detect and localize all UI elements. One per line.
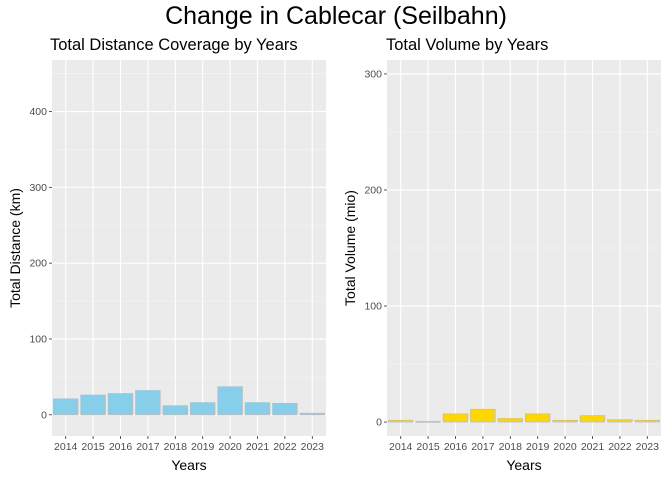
y-tick-label: 300 <box>29 182 47 194</box>
y-axis-label: Total Volume (mio) <box>342 190 358 306</box>
x-tick-label: 2021 <box>581 441 605 453</box>
x-axis-label: Years <box>506 457 541 473</box>
bar-2016 <box>442 413 469 423</box>
bar-2015 <box>415 421 441 423</box>
x-tick-label: 2018 <box>499 441 523 453</box>
y-axis-label: Total Distance (km) <box>7 188 23 308</box>
bar-2023 <box>299 412 326 416</box>
y-tick-label: 100 <box>29 333 47 345</box>
y-tick-label: 0 <box>376 417 382 429</box>
x-tick-label: 2016 <box>109 441 133 453</box>
plot-background <box>52 60 326 436</box>
bar-2014 <box>387 419 414 423</box>
x-tick-label: 2015 <box>416 441 440 453</box>
x-tick-label: 2015 <box>81 441 105 453</box>
bar-2014 <box>52 398 79 416</box>
chart-title: Total Distance Coverage by Years <box>50 36 298 54</box>
x-axis-label: Years <box>171 457 206 473</box>
x-tick-label: 2016 <box>444 441 468 453</box>
bar-2023 <box>634 419 661 423</box>
x-tick-label: 2022 <box>608 441 632 453</box>
bar-2018 <box>497 418 524 423</box>
bar-2018 <box>162 405 189 416</box>
bar-2017 <box>135 390 161 416</box>
x-tick-label: 2022 <box>273 441 297 453</box>
bar-2019 <box>189 402 216 416</box>
x-tick-label: 2019 <box>526 441 550 453</box>
x-tick-label: 2021 <box>246 441 270 453</box>
bar-2016 <box>107 393 134 416</box>
bar-2020 <box>217 386 243 416</box>
bar-2015 <box>80 394 106 416</box>
bar-2021 <box>244 402 271 416</box>
figure-title: Change in Cablecar (Seilbahn) <box>165 2 507 30</box>
bar-2019 <box>524 413 551 423</box>
chart-title: Total Volume by Years <box>386 36 548 54</box>
bar-2022 <box>272 403 298 416</box>
y-tick-label: 200 <box>364 184 382 196</box>
x-tick-label: 2017 <box>136 441 160 453</box>
y-tick-label: 100 <box>364 301 382 313</box>
bar-2020 <box>552 419 578 423</box>
x-tick-label: 2023 <box>636 441 660 453</box>
y-tick-label: 200 <box>29 258 47 270</box>
bar-2021 <box>579 415 606 423</box>
x-tick-label: 2014 <box>54 441 78 453</box>
chart-panel-2: 0 100 200 300 2014 2015 2016 2017 2018 2019 2020 20… <box>342 36 661 473</box>
bar-2017 <box>470 408 496 423</box>
x-tick-label: 2017 <box>471 441 495 453</box>
x-tick-label: 2018 <box>164 441 188 453</box>
x-tick-label: 2023 <box>301 441 325 453</box>
x-tick-label: 2019 <box>191 441 215 453</box>
y-tick-label: 0 <box>41 409 47 421</box>
x-tick-label: 2020 <box>553 441 577 453</box>
y-tick-label: 300 <box>364 68 382 80</box>
x-tick-label: 2014 <box>389 441 413 453</box>
y-tick-label: 400 <box>29 106 47 118</box>
bar-2022 <box>607 419 633 423</box>
x-tick-label: 2020 <box>218 441 242 453</box>
